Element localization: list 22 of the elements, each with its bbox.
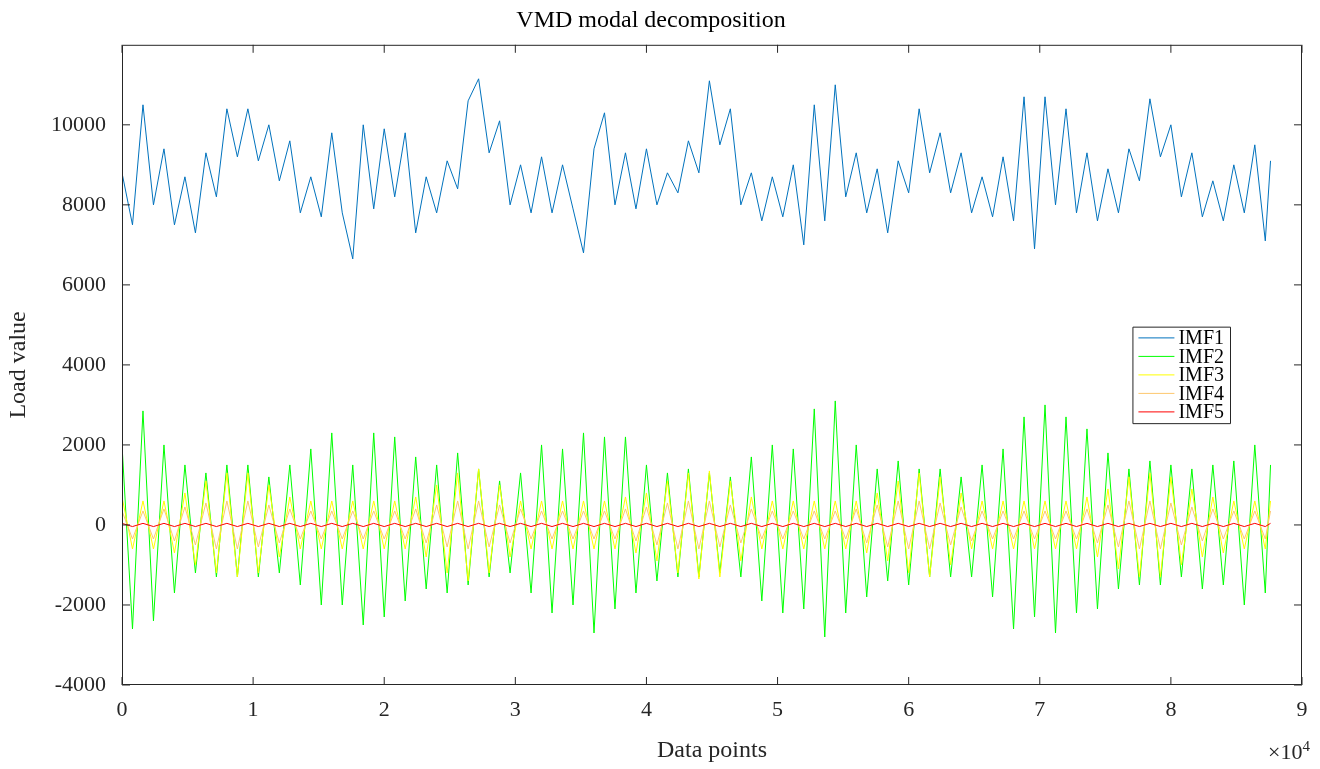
- y-axis-title: Load value: [3, 311, 30, 419]
- x-tick-label: 2: [378, 695, 390, 721]
- x-tick-label: 6: [903, 695, 915, 721]
- y-tick-label: 0: [95, 510, 106, 536]
- y-tick-label: 8000: [62, 190, 106, 216]
- x-tick-label: 9: [1296, 695, 1308, 721]
- x-tick-label: 7: [1034, 695, 1046, 721]
- x-tick-label: 4: [640, 695, 652, 721]
- y-tick-label: -4000: [54, 670, 106, 696]
- x-tick-label: 1: [247, 695, 259, 721]
- x-axis-title: Data points: [657, 735, 767, 762]
- chart-title: VMD modal decomposition: [516, 5, 786, 32]
- y-tick-label: -2000: [54, 590, 106, 616]
- text: ×10$^{4}$: [1268, 737, 1310, 765]
- y-tick-label: 6000: [62, 270, 106, 296]
- x-tick-label: 0: [116, 695, 128, 721]
- y-tick-label: 10000: [51, 110, 106, 136]
- x-tick-label: 8: [1165, 695, 1177, 721]
- x-tick-label: 3: [509, 695, 521, 721]
- x-tick-label: 5: [772, 695, 784, 721]
- y-tick-label: 2000: [62, 430, 106, 456]
- y-tick-label: 4000: [62, 350, 106, 376]
